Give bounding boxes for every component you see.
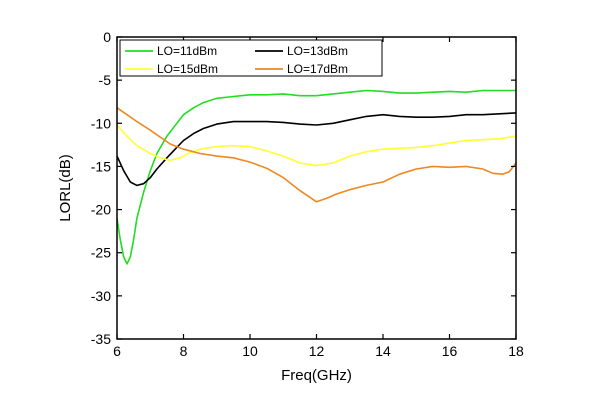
x-tick-label: 8 <box>180 343 188 359</box>
y-tick-label: -15 <box>91 158 111 174</box>
x-tick-label: 16 <box>442 343 458 359</box>
y-tick-label: -5 <box>99 72 112 88</box>
plot-lines <box>116 89 517 265</box>
y-tick-label: 0 <box>103 29 111 45</box>
plot-frame <box>116 36 517 340</box>
ticks <box>116 36 517 340</box>
series-line-4 <box>116 107 517 203</box>
legend-label: LO=11dBm <box>157 44 217 58</box>
y-tick-label: -10 <box>91 115 111 131</box>
x-tick-label: 6 <box>113 343 121 359</box>
y-tick-label: -25 <box>91 245 111 261</box>
legend-label: LO=13dBm <box>287 44 348 58</box>
legend: LO=11dBm LO=13dBm LO=15dBm LO=17dBm <box>119 39 383 77</box>
legend-box <box>119 39 383 77</box>
series-line-1 <box>116 89 516 265</box>
legend-label: LO=15dBm <box>157 62 218 76</box>
x-tick-label: 10 <box>242 343 258 359</box>
y-tick-label: -30 <box>91 288 111 304</box>
legend-label: LO=17dBm <box>287 62 348 76</box>
x-axis-title: Freq(GHz) <box>281 367 352 384</box>
series-line-3 <box>116 124 517 167</box>
x-tick-label: 14 <box>375 343 391 359</box>
x-tick-label: 12 <box>309 343 325 359</box>
y-tick-label: -35 <box>91 331 111 347</box>
y-axis-title: LORL(dB) <box>57 154 74 222</box>
x-tick-label: 18 <box>508 343 524 359</box>
y-tick-label: -20 <box>91 202 111 218</box>
series-line-2 <box>116 112 517 187</box>
tick-labels: 6 8 10 12 14 16 18 0 -5 -10 -15 -20 -25 -30 -35 <box>91 29 524 359</box>
